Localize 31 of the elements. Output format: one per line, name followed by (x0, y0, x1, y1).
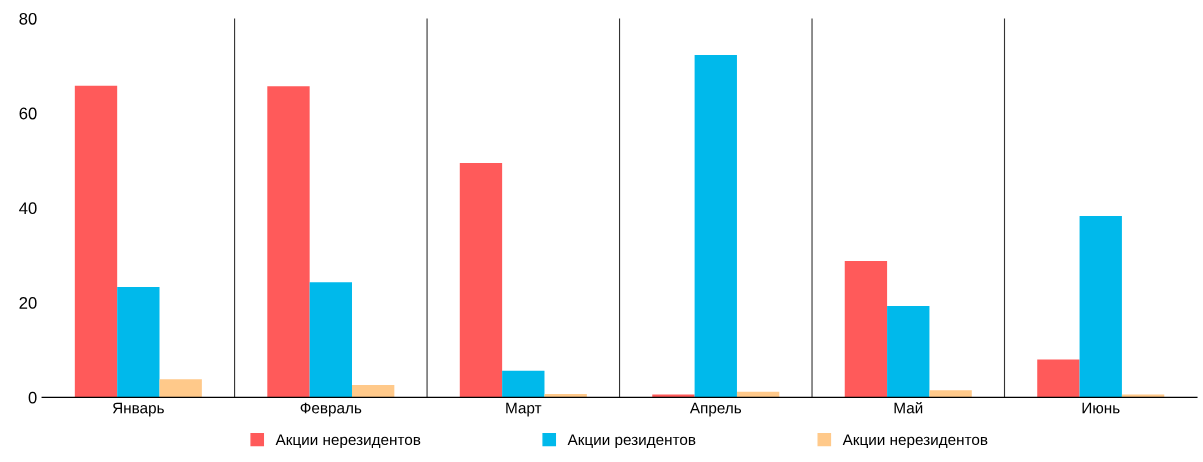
x-tick-label: Июнь (1082, 402, 1120, 414)
legend-label: Акции нерезидентов (842, 434, 988, 449)
bar (1037, 359, 1080, 398)
x-tick-label: Май (894, 401, 923, 414)
bar (352, 385, 395, 398)
bar (502, 370, 545, 398)
bar (929, 390, 972, 398)
bar (844, 260, 888, 398)
bar (1079, 215, 1122, 398)
legend-label: Акции резидентов (567, 434, 696, 449)
y-tick-label: 80 (19, 12, 37, 25)
bar (652, 394, 695, 398)
x-tick-label: Март (506, 402, 542, 417)
y-tick-label: 0 (28, 391, 37, 404)
bar (159, 379, 202, 398)
bar (309, 282, 352, 398)
bar (117, 286, 160, 398)
x-tick-label: Февраль (300, 402, 362, 417)
bar (267, 86, 310, 398)
y-tick-label: 40 (19, 202, 37, 215)
bar (887, 305, 930, 398)
bar (544, 394, 587, 398)
bar (1121, 394, 1165, 398)
bar (694, 54, 737, 398)
x-tick-label: Апрель (689, 402, 742, 417)
legend-label: Акции нерезидентов (275, 434, 421, 449)
x-tick-label: Январь (112, 402, 164, 417)
bar (74, 85, 118, 398)
y-tick-label: 60 (19, 107, 37, 120)
bar (459, 162, 503, 398)
y-tick-label: 20 (19, 297, 37, 309)
